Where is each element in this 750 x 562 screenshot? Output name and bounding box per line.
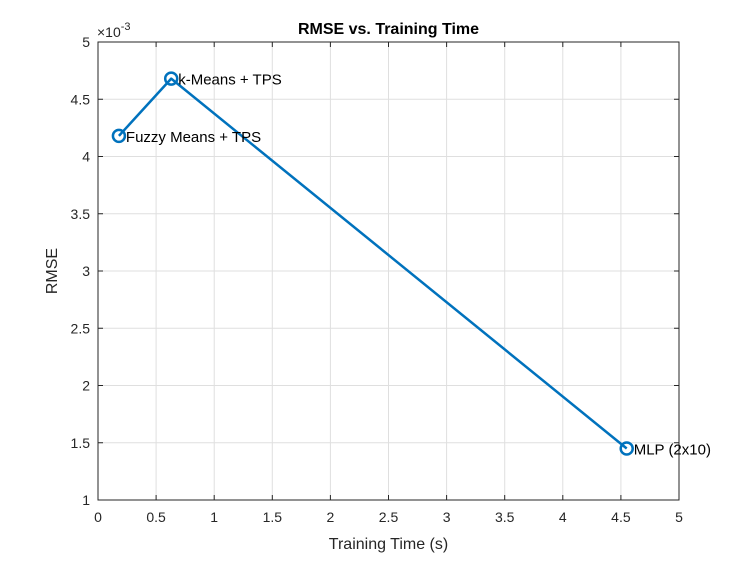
y-axis-multiplier: ×10-3	[97, 21, 131, 40]
series	[111, 71, 634, 456]
x-tick-label: 2.5	[379, 509, 399, 525]
y-tick-label: 2.5	[71, 320, 91, 336]
y-tick-label: 4.5	[71, 91, 91, 107]
x-tick-label: 1.5	[263, 509, 283, 525]
x-axis-ticks: 0 0.5 1 1.5 2 2.5 3 3.5 4 4.5 5	[94, 42, 683, 525]
x-tick-label: 1	[210, 509, 218, 525]
x-tick-label: 4.5	[611, 509, 631, 525]
y-tick-label: 2	[82, 378, 90, 394]
data-point-label: k-Means + TPS	[178, 72, 282, 89]
y-tick-label: 3.5	[71, 206, 91, 222]
y-tick-label: 3	[82, 263, 90, 279]
x-tick-label: 5	[675, 509, 683, 525]
x-tick-label: 0	[94, 509, 102, 525]
y-axis-ticks: 1 1.5 2 2.5 3 3.5 4 4.5 5	[71, 34, 679, 508]
x-axis-label: Training Time (s)	[329, 536, 448, 553]
x-tick-label: 0.5	[146, 509, 166, 525]
y-axis-label: RMSE	[44, 248, 61, 294]
y-axis-multiplier-base: ×10	[97, 24, 121, 40]
x-tick-label: 2	[327, 509, 335, 525]
y-tick-label: 5	[82, 34, 90, 50]
data-point-marker	[163, 71, 179, 86]
x-tick-label: 3	[443, 509, 451, 525]
x-tick-label: 3.5	[495, 509, 515, 525]
data-point-label: Fuzzy Means + TPS	[126, 129, 261, 146]
point-labels: Fuzzy Means + TPS k-Means + TPS MLP (2x10)	[126, 72, 711, 459]
series-line	[117, 77, 628, 450]
data-point-marker	[619, 441, 634, 456]
data-point-marker	[111, 128, 127, 144]
y-tick-label: 1.5	[71, 435, 91, 451]
x-tick-label: 4	[559, 509, 567, 525]
data-point-label: MLP (2x10)	[634, 441, 711, 458]
y-tick-label: 1	[82, 492, 90, 508]
y-axis-multiplier-exponent: -3	[121, 21, 131, 33]
y-tick-label: 4	[82, 149, 90, 165]
chart-title: RMSE vs. Training Time	[298, 21, 479, 38]
